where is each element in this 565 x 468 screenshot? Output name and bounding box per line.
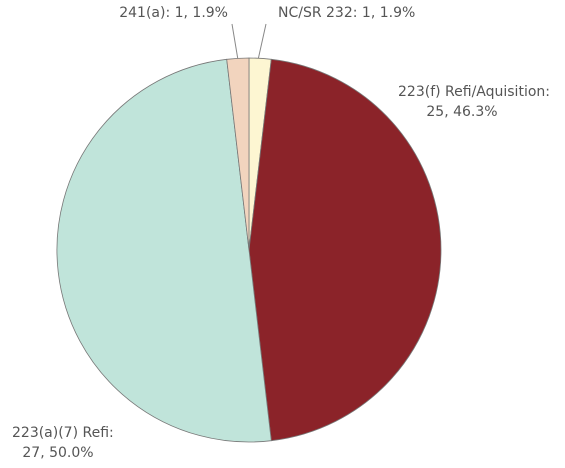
pie-slice xyxy=(56,58,272,443)
pie-slice xyxy=(226,57,250,251)
slice-label: 223(f) Refi/Aquisition: xyxy=(398,84,550,100)
leader-line xyxy=(257,23,267,61)
slice-label: 223(a)(7) Refi: xyxy=(12,425,114,441)
pie-slice xyxy=(248,58,442,442)
slice-label: NC/SR 232: 1, 1.9% xyxy=(278,5,415,21)
leader-line xyxy=(231,23,239,61)
slice-label: 27, 50.0% xyxy=(22,445,93,461)
slice-label: 25, 46.3% xyxy=(426,104,497,120)
slice-label: 241(a): 1, 1.9% xyxy=(119,5,228,21)
